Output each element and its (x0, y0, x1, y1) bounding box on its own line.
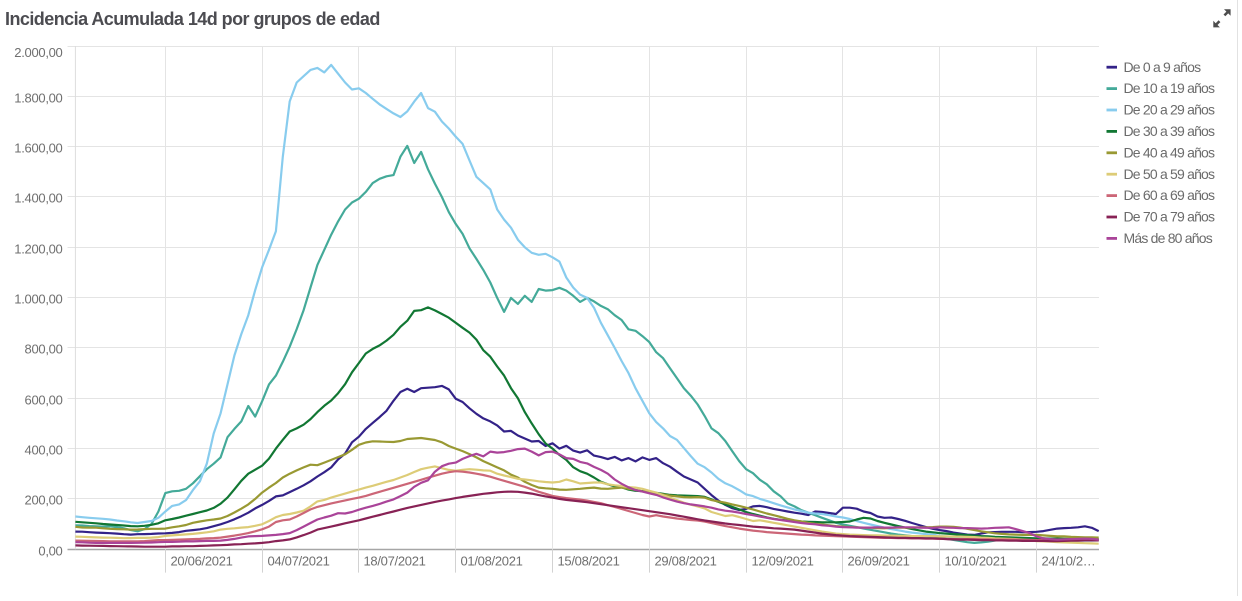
svg-text:12/09/2021: 12/09/2021 (752, 554, 814, 569)
svg-text:Incidencia Acumulada 14d por g: Incidencia Acumulada 14d por grupos de e… (5, 9, 380, 29)
svg-text:24/10/2…: 24/10/2… (1042, 554, 1096, 569)
svg-text:2.000,00: 2.000,00 (14, 45, 62, 60)
svg-text:200,00: 200,00 (25, 493, 63, 508)
svg-text:1.400,00: 1.400,00 (14, 191, 62, 206)
svg-text:1.800,00: 1.800,00 (14, 91, 62, 106)
svg-text:De 30 a 39 años: De 30 a 39 años (1124, 123, 1216, 139)
svg-text:De 60 a 69 años: De 60 a 69 años (1124, 187, 1216, 203)
svg-text:De 20 a 29 años: De 20 a 29 años (1124, 102, 1216, 118)
svg-text:29/08/2021: 29/08/2021 (655, 554, 717, 569)
svg-text:De 70 a 79 años: De 70 a 79 años (1124, 209, 1216, 225)
svg-text:De 40 a 49 años: De 40 a 49 años (1124, 144, 1216, 160)
svg-text:De 10 a 19 años: De 10 a 19 años (1124, 80, 1216, 96)
svg-text:800,00: 800,00 (25, 342, 63, 357)
svg-text:De 0 a 9 años: De 0 a 9 años (1124, 59, 1202, 75)
svg-text:1.600,00: 1.600,00 (14, 141, 62, 156)
svg-text:20/06/2021: 20/06/2021 (171, 554, 233, 569)
svg-text:400,00: 400,00 (25, 443, 63, 458)
svg-text:Más de 80 años: Más de 80 años (1124, 230, 1213, 246)
svg-text:1.000,00: 1.000,00 (14, 292, 62, 307)
svg-text:15/08/2021: 15/08/2021 (558, 554, 620, 569)
svg-text:18/07/2021: 18/07/2021 (364, 554, 426, 569)
svg-text:1.200,00: 1.200,00 (14, 242, 62, 257)
svg-text:04/07/2021: 04/07/2021 (268, 554, 330, 569)
svg-text:01/08/2021: 01/08/2021 (461, 554, 523, 569)
svg-text:10/10/2021: 10/10/2021 (945, 554, 1007, 569)
svg-text:0,00: 0,00 (38, 544, 62, 559)
svg-text:600,00: 600,00 (25, 393, 63, 408)
svg-text:De 50 a 59 años: De 50 a 59 años (1124, 166, 1216, 182)
svg-text:26/09/2021: 26/09/2021 (848, 554, 910, 569)
